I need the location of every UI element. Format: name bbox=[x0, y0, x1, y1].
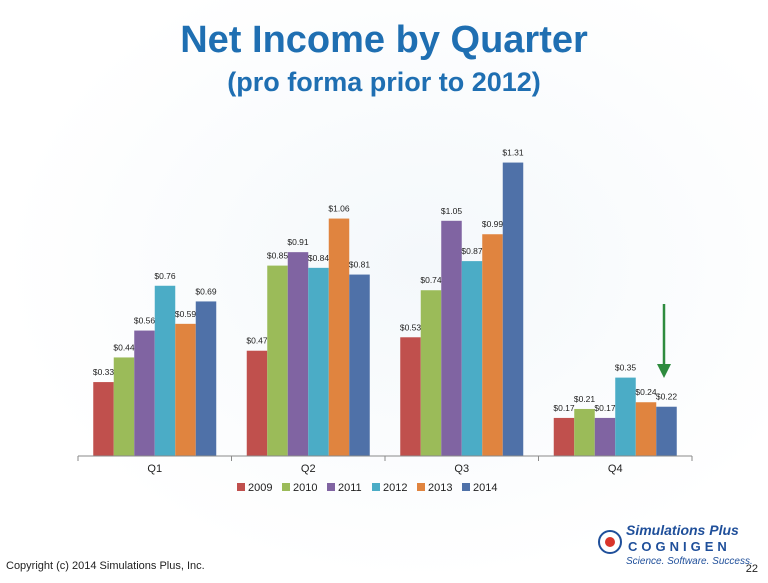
bar-2009-Q2 bbox=[246, 350, 268, 456]
legend-label: 2011 bbox=[338, 482, 362, 494]
x-tick-label: Q4 bbox=[608, 463, 623, 475]
bar-2012-Q1 bbox=[154, 285, 176, 456]
data-label: $0.21 bbox=[574, 394, 596, 404]
data-label: $0.44 bbox=[113, 342, 135, 352]
company-logo: Simulations Plus COGNIGEN Science. Softw… bbox=[596, 518, 764, 574]
legend-swatch bbox=[372, 483, 380, 491]
legend-label: 2013 bbox=[428, 482, 452, 494]
legend-label: 2010 bbox=[293, 482, 317, 494]
bar-2013-Q4 bbox=[635, 402, 657, 456]
slide-subtitle: (pro forma prior to 2012) bbox=[227, 67, 541, 97]
legend-swatch bbox=[462, 483, 470, 491]
x-tick-label: Q1 bbox=[147, 463, 162, 475]
page-number: 22 bbox=[745, 563, 758, 575]
data-label: $0.24 bbox=[635, 387, 657, 397]
data-label: $0.81 bbox=[349, 260, 371, 270]
data-label: $0.35 bbox=[615, 363, 637, 373]
bar-2012-Q2 bbox=[308, 267, 329, 456]
logo-line-2: COGNIGEN bbox=[628, 539, 731, 554]
copyright-text: Copyright (c) 2014 Simulations Plus, Inc… bbox=[6, 560, 205, 572]
bar-2012-Q3 bbox=[461, 261, 483, 456]
data-label: $1.06 bbox=[328, 204, 350, 214]
legend-swatch bbox=[237, 483, 245, 491]
legend-swatch bbox=[327, 483, 335, 491]
data-label: $1.31 bbox=[502, 148, 524, 158]
legend-swatch bbox=[282, 483, 290, 491]
bar-2014-Q2 bbox=[349, 274, 370, 456]
data-label: $0.47 bbox=[246, 336, 268, 346]
data-label: $1.05 bbox=[441, 206, 463, 216]
data-label: $0.99 bbox=[482, 219, 504, 229]
data-label: $0.69 bbox=[195, 286, 217, 296]
data-label: $0.84 bbox=[308, 253, 330, 263]
x-tick-label: Q2 bbox=[301, 463, 316, 475]
data-label: $0.33 bbox=[93, 367, 115, 377]
legend-label: 2014 bbox=[473, 482, 497, 494]
data-label: $0.56 bbox=[134, 316, 156, 326]
bar-2011-Q1 bbox=[134, 330, 155, 456]
bar-2013-Q1 bbox=[175, 323, 196, 456]
data-label: $0.59 bbox=[175, 309, 197, 319]
bar-2013-Q3 bbox=[482, 234, 503, 456]
bar-2011-Q4 bbox=[594, 417, 616, 456]
data-label: $0.74 bbox=[420, 275, 442, 285]
bar-2014-Q3 bbox=[502, 162, 524, 456]
bar-2010-Q3 bbox=[420, 290, 442, 456]
bar-2012-Q4 bbox=[615, 377, 636, 456]
x-tick-label: Q3 bbox=[454, 463, 469, 475]
data-label: $0.85 bbox=[267, 251, 289, 261]
data-label: $0.76 bbox=[154, 271, 176, 281]
legend-label: 2009 bbox=[248, 482, 272, 494]
slide-title: Net Income by Quarter bbox=[180, 19, 588, 61]
data-label: $0.22 bbox=[656, 392, 678, 402]
bar-2010-Q4 bbox=[574, 408, 595, 456]
legend-label: 2012 bbox=[383, 482, 407, 494]
bar-2010-Q2 bbox=[267, 265, 288, 456]
data-label: $0.17 bbox=[553, 403, 575, 413]
bar-2009-Q3 bbox=[400, 337, 421, 456]
bar-2009-Q4 bbox=[553, 417, 575, 456]
logo-mark-icon bbox=[598, 530, 622, 554]
legend-swatch bbox=[417, 483, 425, 491]
bar-2014-Q1 bbox=[195, 301, 217, 456]
logo-tagline: Science. Software. Success. bbox=[626, 556, 753, 567]
logo-line-1: Simulations Plus bbox=[626, 522, 739, 538]
data-label: $0.91 bbox=[287, 237, 309, 247]
bar-2013-Q2 bbox=[328, 218, 350, 456]
data-label: $0.17 bbox=[594, 403, 616, 413]
bar-2011-Q2 bbox=[287, 252, 309, 456]
bar-2014-Q4 bbox=[656, 406, 677, 456]
data-label: $0.53 bbox=[400, 322, 422, 332]
bar-2011-Q3 bbox=[441, 220, 462, 456]
down-arrow-icon bbox=[657, 364, 671, 378]
bar-2009-Q1 bbox=[93, 382, 114, 456]
data-label: $0.87 bbox=[461, 246, 483, 256]
bar-2010-Q1 bbox=[113, 357, 135, 456]
